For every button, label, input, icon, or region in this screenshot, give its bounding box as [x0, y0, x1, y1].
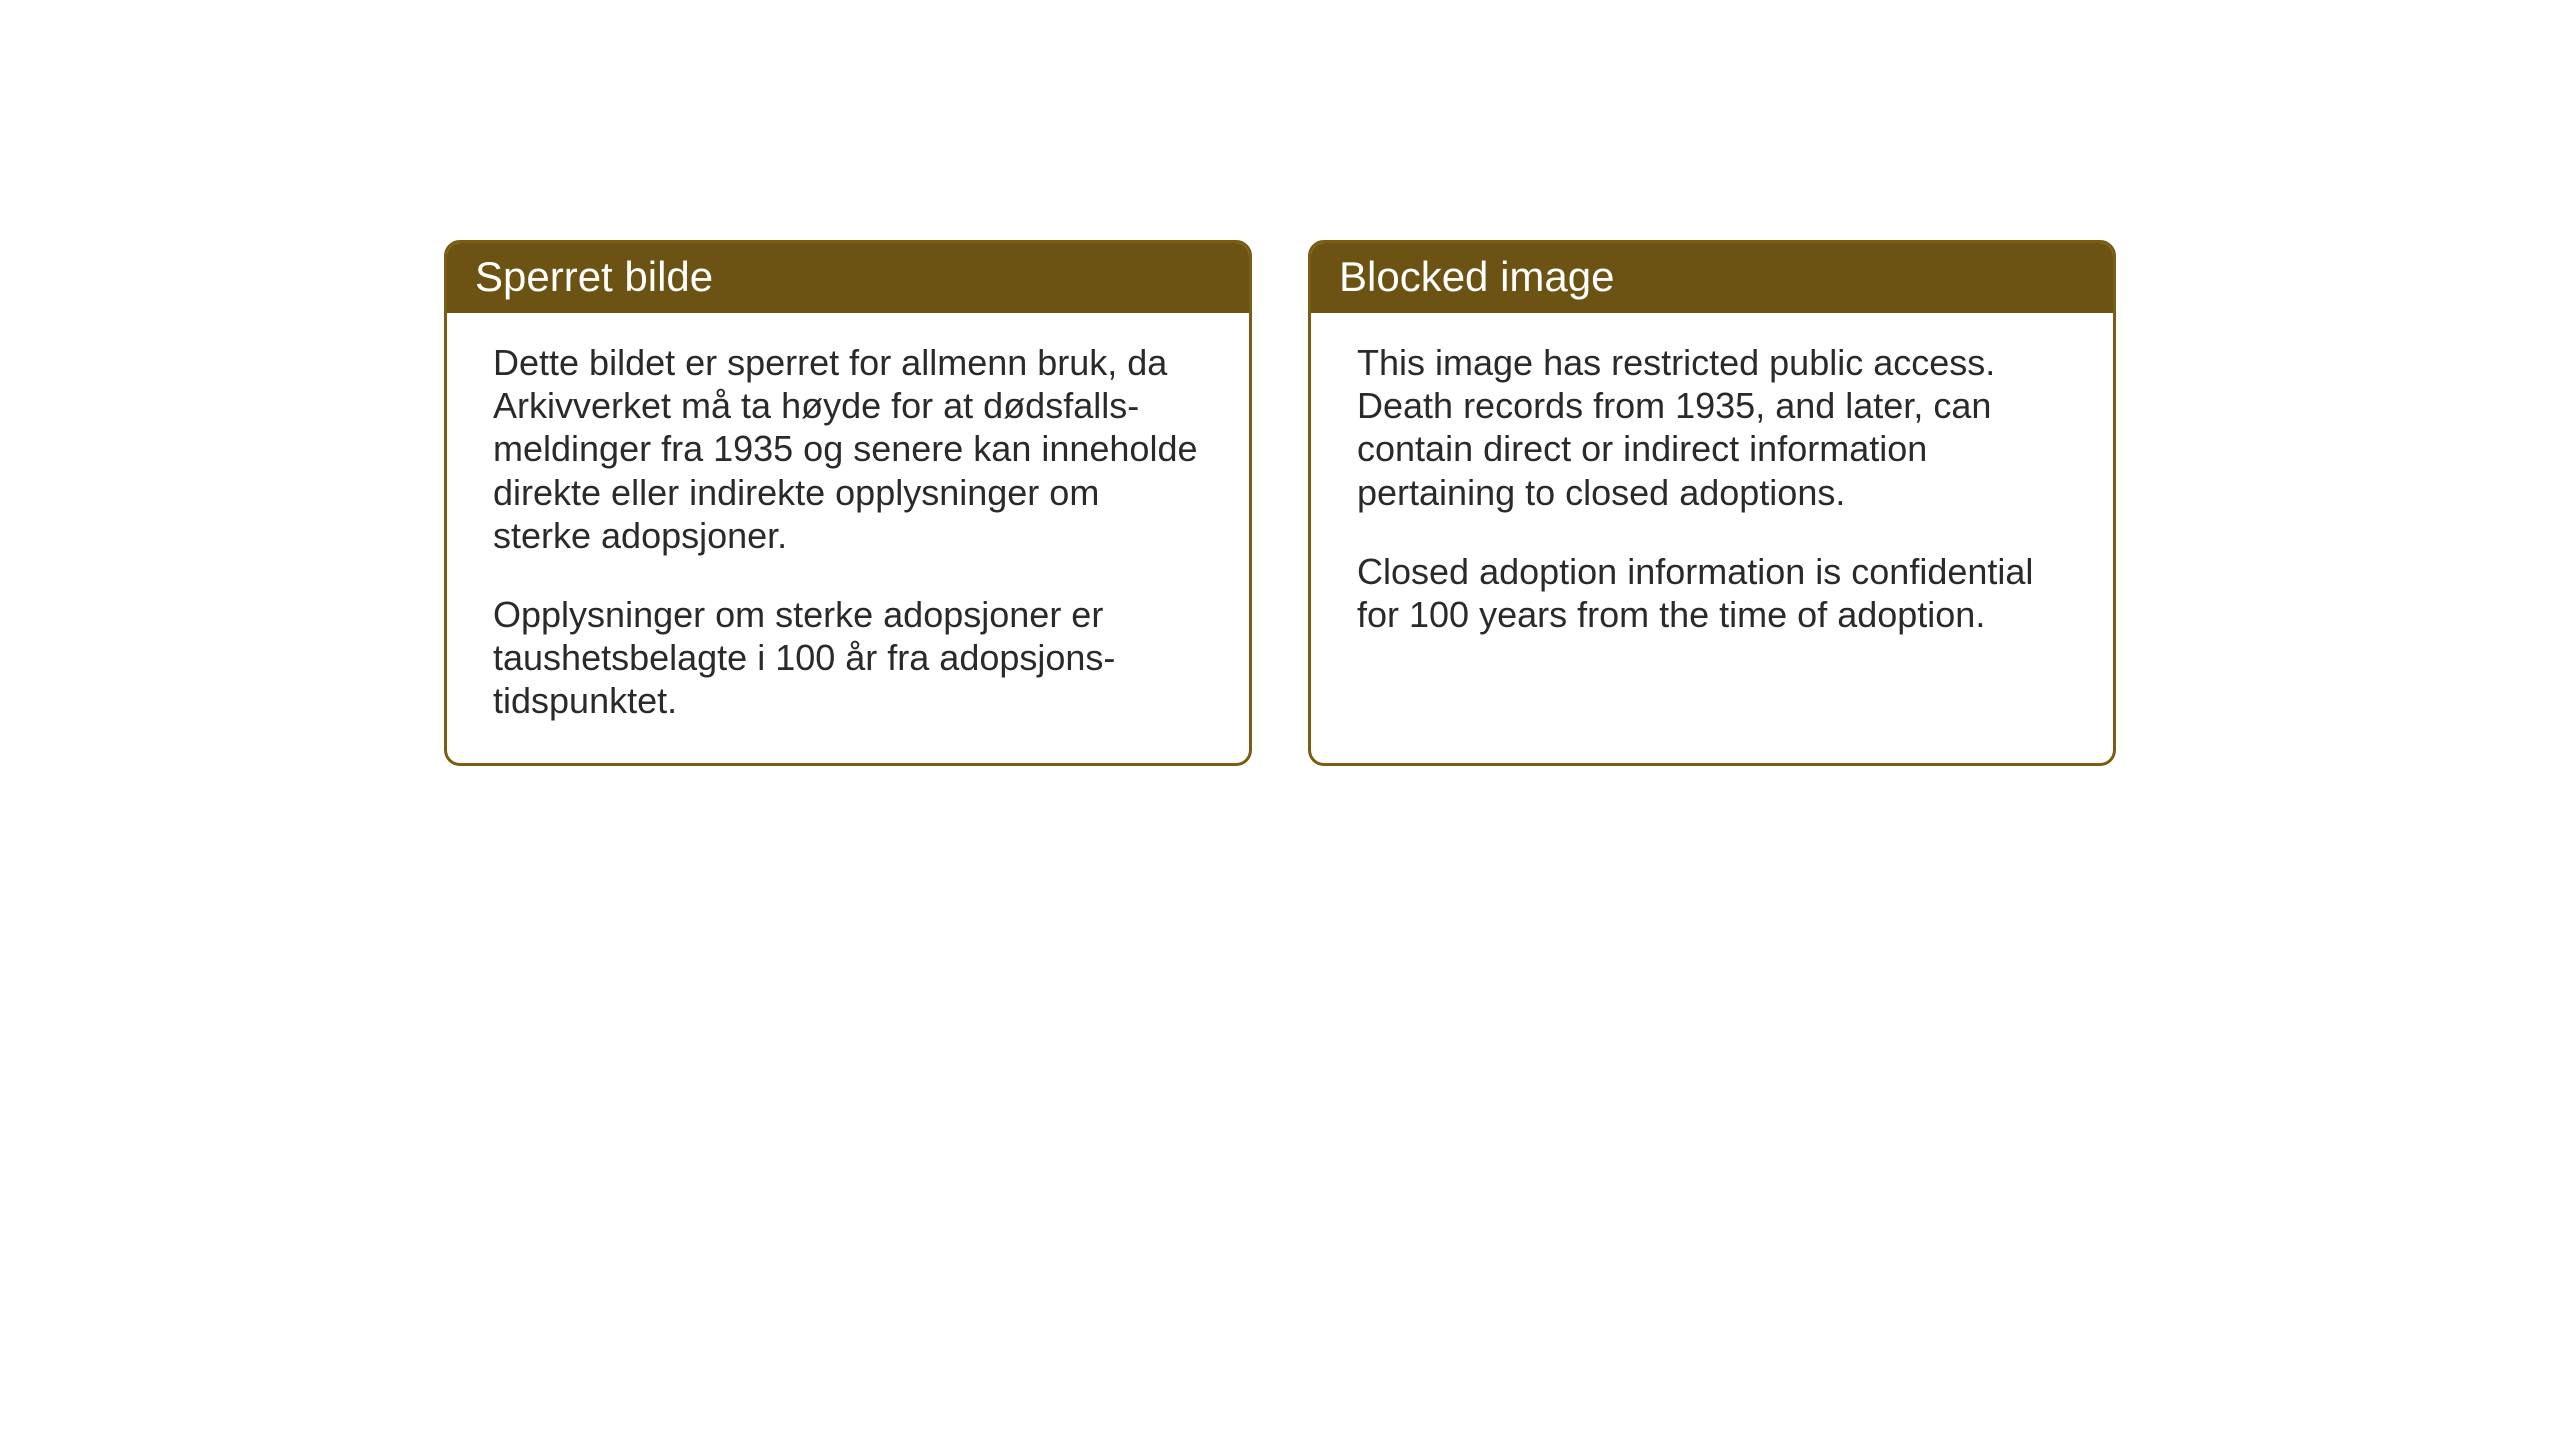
english-card-body: This image has restricted public access.… [1311, 313, 2113, 743]
cards-container: Sperret bilde Dette bildet er sperret fo… [444, 240, 2116, 766]
english-card-header: Blocked image [1311, 243, 2113, 313]
norwegian-card-title: Sperret bilde [475, 253, 713, 300]
english-card-title: Blocked image [1339, 253, 1614, 300]
norwegian-card-body: Dette bildet er sperret for allmenn bruk… [447, 313, 1249, 763]
norwegian-card-header: Sperret bilde [447, 243, 1249, 313]
english-paragraph-2: Closed adoption information is confident… [1357, 550, 2067, 636]
english-paragraph-1: This image has restricted public access.… [1357, 341, 2067, 514]
english-card: Blocked image This image has restricted … [1308, 240, 2116, 766]
norwegian-card: Sperret bilde Dette bildet er sperret fo… [444, 240, 1252, 766]
norwegian-paragraph-2: Opplysninger om sterke adopsjoner er tau… [493, 593, 1203, 723]
norwegian-paragraph-1: Dette bildet er sperret for allmenn bruk… [493, 341, 1203, 557]
